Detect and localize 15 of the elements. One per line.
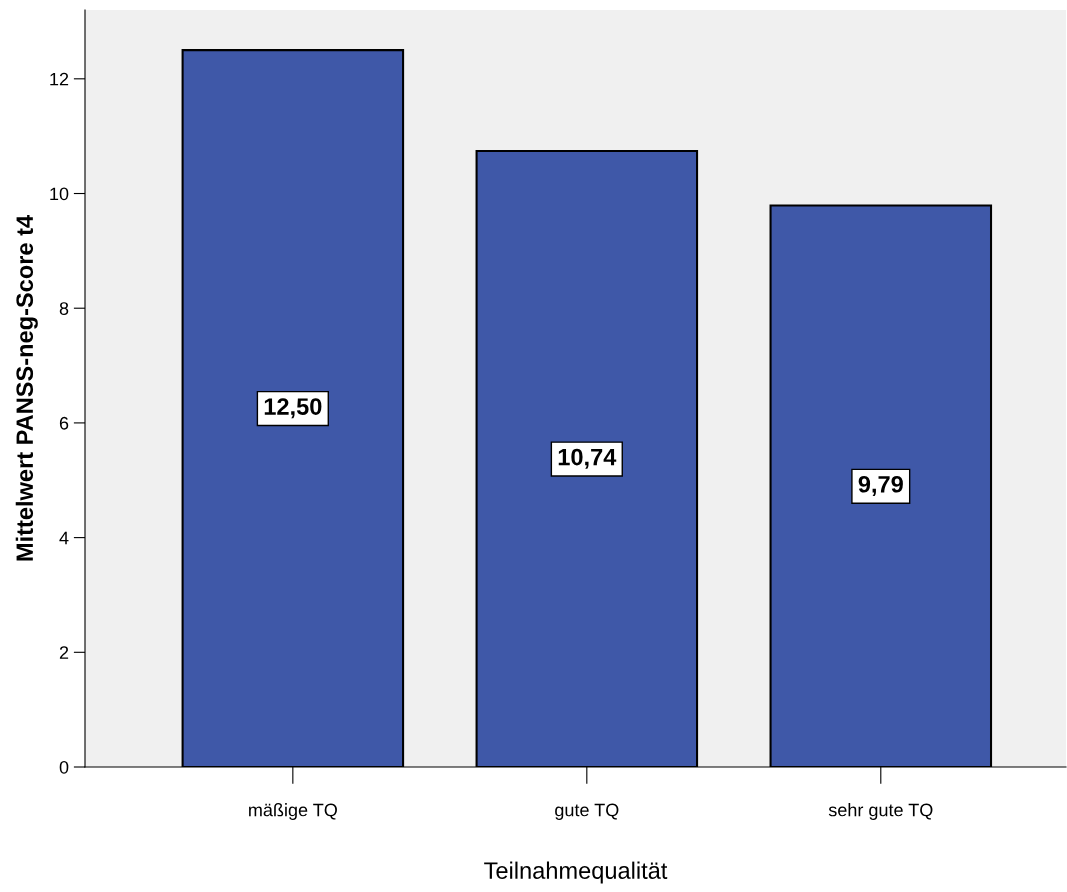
y-tick-label: 0 [59,760,69,774]
x-tick-label: sehr gute TQ [828,803,933,820]
data-label: 10,74 [558,448,617,469]
x-axis-title: Teilnahmequalität [484,861,668,884]
y-tick-label: 12 [50,72,69,86]
y-axis-title: Mittelwert PANSS-neg-Score t4 [15,215,38,561]
x-tick-label: mäßige TQ [249,803,337,820]
x-tick-label: gute TQ [555,803,619,820]
y-tick-label: 6 [59,416,69,430]
data-label: 12,50 [264,398,322,419]
data-label: 9,79 [858,475,903,497]
y-tick-label: 8 [59,302,69,315]
y-tick-label: 2 [59,646,69,659]
y-tick-label: 4 [59,531,69,545]
y-tick-label: 10 [50,187,69,201]
